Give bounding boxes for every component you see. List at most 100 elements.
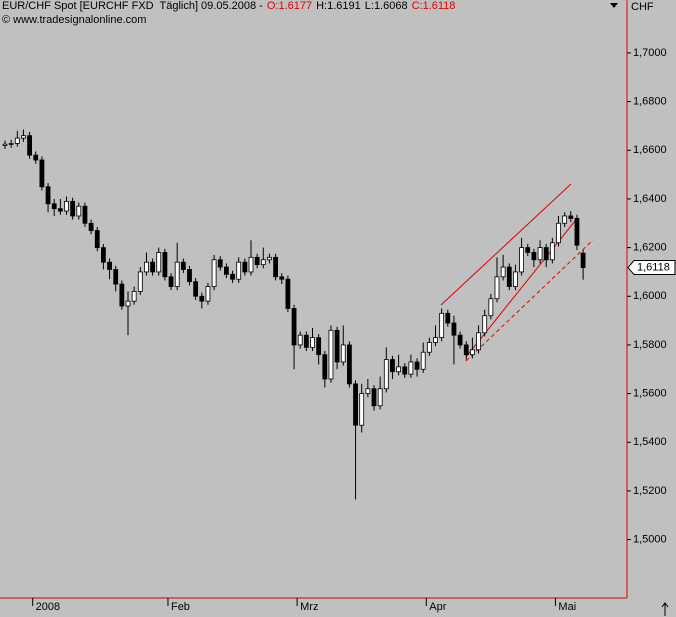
close-label: C:1.6118 xyxy=(411,0,456,12)
candle-body xyxy=(574,217,580,246)
candle-body xyxy=(426,342,432,353)
candle-body xyxy=(402,366,408,375)
candle-body xyxy=(254,256,260,266)
trend-line xyxy=(465,220,576,358)
candle-body xyxy=(279,276,285,280)
candle-body xyxy=(513,271,518,287)
y-tick-label: 1,6400 xyxy=(633,193,667,205)
candle-body xyxy=(107,261,112,270)
y-tick-label: 1,6600 xyxy=(633,144,667,156)
candle-body xyxy=(33,154,39,161)
last-price-marker xyxy=(627,260,676,276)
candle-body xyxy=(70,200,76,217)
header: EUR/CHF Spot [EURCHF FXD Täglich] 09.05.… xyxy=(2,0,459,13)
candle-body xyxy=(408,361,414,375)
candle-body xyxy=(433,337,438,343)
title: EUR/CHF Spot [EURCHF FXD Täglich] 09.05.… xyxy=(2,0,263,12)
candle-body xyxy=(88,222,94,231)
candle-body xyxy=(180,261,186,270)
candle-body xyxy=(51,203,57,210)
candle-body xyxy=(549,242,555,261)
candle-body xyxy=(8,143,14,145)
trend-line xyxy=(440,183,572,306)
candle-body xyxy=(119,283,125,307)
candle-body xyxy=(260,259,266,266)
candle-body xyxy=(365,388,371,395)
candle-body xyxy=(303,334,309,348)
candle-body xyxy=(414,361,420,370)
candle-body xyxy=(137,271,143,292)
candle-body xyxy=(519,247,524,273)
y-tick-label: 1,6800 xyxy=(633,96,667,108)
candle-body xyxy=(267,256,272,261)
candle-body xyxy=(113,269,119,285)
scroll-arrow[interactable] xyxy=(661,602,669,616)
candle-body xyxy=(439,312,445,339)
candle-body xyxy=(353,383,358,426)
y-tick-label: 1,6000 xyxy=(633,290,667,302)
candle-body xyxy=(482,315,488,334)
candle-body xyxy=(463,344,469,356)
candle-body xyxy=(199,295,205,302)
candle-body xyxy=(537,247,543,261)
candle-body xyxy=(445,312,451,324)
candle-body xyxy=(285,278,291,309)
trend-line xyxy=(465,239,594,362)
candle-body xyxy=(156,252,162,273)
candle-body xyxy=(131,290,137,302)
candle-body xyxy=(543,247,549,261)
candle-body xyxy=(14,137,20,144)
candle-body xyxy=(310,337,315,348)
candle-body xyxy=(94,230,100,248)
high-label: H:1.6191 xyxy=(316,0,361,12)
candle-body xyxy=(506,266,512,287)
candle-body xyxy=(45,186,51,205)
candle-body xyxy=(390,359,395,373)
candle-body xyxy=(383,359,389,390)
candle-body xyxy=(562,215,568,224)
candle-body xyxy=(451,322,457,336)
candle-body xyxy=(39,159,45,188)
x-tick-label: Feb xyxy=(171,601,190,613)
candle-body xyxy=(236,261,242,280)
y-tick-label: 1,5200 xyxy=(633,485,667,497)
candle-body xyxy=(488,298,494,317)
candle-body xyxy=(297,334,303,346)
candle-body xyxy=(101,247,106,263)
candle-body xyxy=(334,329,340,363)
last-price-label: 1,6118 xyxy=(637,261,670,273)
candle-body xyxy=(457,334,463,346)
candle-body xyxy=(377,388,383,407)
candle-body xyxy=(469,349,475,356)
candle-body xyxy=(125,300,131,307)
candle-body xyxy=(476,332,481,351)
candle-body xyxy=(217,259,223,268)
candle-body xyxy=(420,351,426,370)
menu-arrow[interactable] xyxy=(610,3,618,8)
candle-body xyxy=(168,276,174,287)
candle-body xyxy=(322,354,328,380)
candle-body xyxy=(500,266,506,278)
candle-body xyxy=(211,259,217,287)
y-tick-label: 1,5800 xyxy=(633,339,667,351)
candle-body xyxy=(230,273,235,280)
candle-body xyxy=(144,261,149,273)
candle-body xyxy=(27,135,33,156)
candle-body xyxy=(242,261,248,273)
candle-body xyxy=(64,200,69,212)
currency-label: CHF xyxy=(631,1,654,13)
candle-body xyxy=(568,215,574,219)
y-tick-label: 1,5000 xyxy=(633,534,667,546)
candle-body xyxy=(531,252,537,261)
candle-body xyxy=(187,269,192,283)
x-tick-label: Mrz xyxy=(300,601,318,613)
candle-body xyxy=(193,281,199,297)
candle-body xyxy=(346,344,352,385)
y-tick-label: 1,5600 xyxy=(633,388,667,400)
candle-body xyxy=(328,329,334,380)
y-tick-label: 1,5400 xyxy=(633,436,667,448)
candle-body xyxy=(340,344,346,363)
